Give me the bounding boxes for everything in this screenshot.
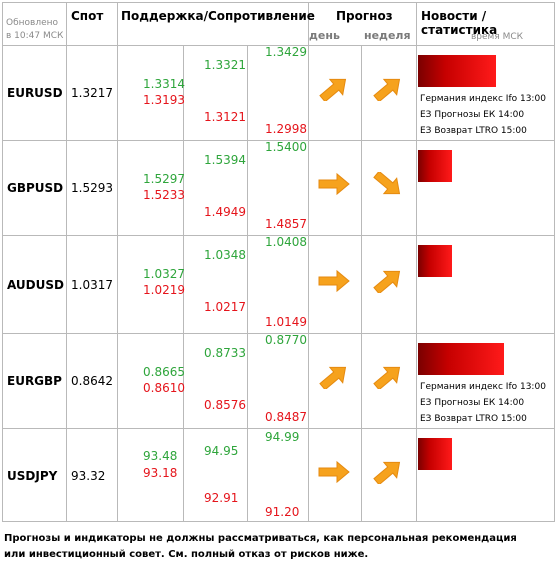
- spot-price: 1.3217: [71, 86, 113, 100]
- updated-time: Обновлено в 10:47 МСК: [6, 18, 64, 41]
- support-1: 93.18: [143, 466, 178, 480]
- arrow-up-right-icon: [317, 365, 351, 391]
- support-3: 1.0149: [265, 315, 307, 329]
- spot-price: 93.32: [71, 469, 106, 483]
- resistance-1: 93.48: [143, 449, 178, 463]
- news-header: Новости / статистика: [421, 9, 498, 37]
- resistance-3: 1.3429: [265, 45, 307, 59]
- support-2: 1.3121: [204, 110, 246, 124]
- resistance-1: 1.3314: [143, 77, 185, 91]
- currency-pair: GBPUSD: [7, 181, 64, 195]
- spot-price: 1.5293: [71, 181, 113, 195]
- support-3: 0.8487: [265, 410, 307, 424]
- news-item: ЕЗ Возврат LTRO 15:00: [420, 126, 527, 136]
- support-1: 0.8610: [143, 381, 185, 395]
- arrow-up-right-icon: [371, 460, 405, 486]
- news-impact-bar: [418, 55, 496, 87]
- disclaimer: Прогнозы и индикаторы не должны рассматр…: [4, 533, 517, 560]
- news-item: ЕЗ Прогнозы ЕК 14:00: [420, 110, 525, 120]
- forex-table: Обновлено в 10:47 МСК Спот Поддержка/Соп…: [2, 2, 555, 522]
- spot-price: 0.8642: [71, 374, 113, 388]
- news-time-msk: время МСК: [471, 32, 524, 42]
- support-2: 1.4949: [204, 205, 246, 219]
- currency-pair: EURUSD: [7, 86, 63, 100]
- resistance-2: 1.3321: [204, 58, 246, 72]
- news-impact-bar: [418, 438, 452, 470]
- arrow-up-right-icon: [371, 365, 405, 391]
- support-1: 1.0219: [143, 283, 185, 297]
- news-impact-bar: [418, 343, 504, 375]
- arrow-right-icon: [317, 172, 351, 196]
- news-item: ЕЗ Возврат LTRO 15:00: [420, 414, 527, 424]
- resistance-1: 1.0327: [143, 267, 185, 281]
- currency-pair: AUDUSD: [7, 278, 64, 292]
- support-2: 0.8576: [204, 398, 246, 412]
- resistance-1: 0.8665: [143, 365, 185, 379]
- arrow-up-right-icon: [371, 77, 405, 103]
- news-item: Германия индекс Ifo 13:00: [420, 94, 546, 104]
- spot-price: 1.0317: [71, 278, 113, 292]
- resistance-3: 1.0408: [265, 235, 307, 249]
- resistance-3: 94.99: [265, 430, 300, 444]
- news-item: Германия индекс Ifo 13:00: [420, 382, 546, 392]
- resistance-2: 1.5394: [204, 153, 246, 167]
- support-2: 92.91: [204, 491, 239, 505]
- news-impact-bar: [418, 245, 452, 277]
- table-row: AUDUSD 1.0317 1.0327 1.0219 1.0348 1.021…: [3, 235, 554, 333]
- table-row: GBPUSD 1.5293 1.5297 1.5233 1.5394 1.494…: [3, 140, 554, 235]
- table-row: EURGBP 0.8642 0.8665 0.8610 0.8733 0.857…: [3, 333, 554, 428]
- table-row: EURUSD 1.3217 1.3314 1.3193 1.3321 1.312…: [3, 45, 554, 140]
- forecast-week-header: неделя: [364, 29, 411, 42]
- currency-pair: USDJPY: [7, 469, 58, 483]
- support-1: 1.3193: [143, 93, 185, 107]
- news-item: ЕЗ Прогнозы ЕК 14:00: [420, 398, 525, 408]
- resistance-2: 0.8733: [204, 346, 246, 360]
- resistance-2: 1.0348: [204, 248, 246, 262]
- forecast-header: Прогноз: [336, 9, 393, 23]
- table-row: USDJPY 93.32 93.48 93.18 94.95 92.91 94.…: [3, 429, 554, 523]
- resistance-3: 0.8770: [265, 333, 307, 347]
- arrow-up-right-icon: [317, 77, 351, 103]
- forecast-day-header: день: [309, 29, 340, 42]
- spot-header: Спот: [71, 9, 104, 23]
- resistance-1: 1.5297: [143, 172, 185, 186]
- currency-pair: EURGBP: [7, 374, 62, 388]
- arrow-down-right-icon: [371, 170, 405, 196]
- support-1: 1.5233: [143, 188, 185, 202]
- arrow-up-right-icon: [371, 269, 405, 295]
- support-3: 91.20: [265, 505, 300, 519]
- arrow-right-icon: [317, 269, 351, 293]
- support-3: 1.4857: [265, 217, 307, 231]
- resistance-3: 1.5400: [265, 140, 307, 154]
- news-impact-bar: [418, 150, 452, 182]
- support-resistance-header: Поддержка/Сопротивление: [121, 9, 315, 23]
- resistance-2: 94.95: [204, 444, 239, 458]
- support-2: 1.0217: [204, 300, 246, 314]
- arrow-right-icon: [317, 460, 351, 484]
- support-3: 1.2998: [265, 122, 307, 136]
